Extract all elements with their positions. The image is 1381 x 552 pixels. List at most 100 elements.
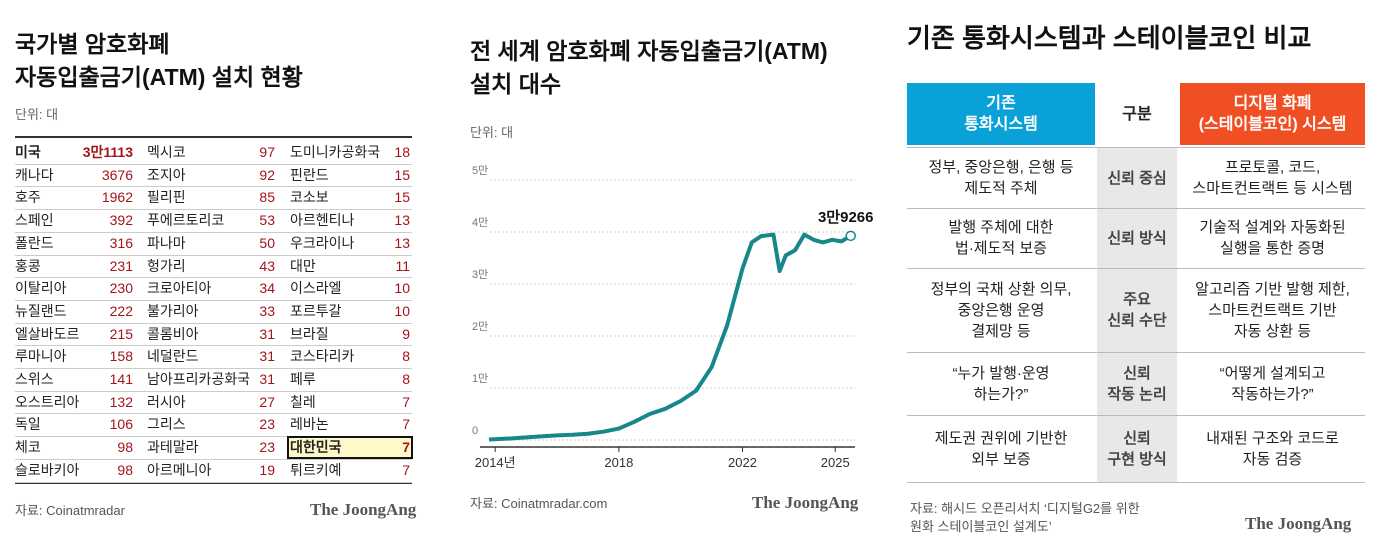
row-line bbox=[15, 231, 412, 233]
logo: The JoongAng bbox=[752, 493, 859, 512]
country: 폴란드 bbox=[15, 234, 54, 251]
y-tick-label: 3만 bbox=[472, 268, 488, 281]
y-tick-label: 4만 bbox=[472, 216, 488, 229]
country: 아르메니아 bbox=[147, 461, 212, 478]
country: 루마니아 bbox=[15, 348, 67, 365]
x-tick-label: 2022 bbox=[728, 455, 757, 470]
count: 316 bbox=[109, 234, 133, 251]
source: 자료: 해시드 오픈리서치 ‘디지털G2를 위한 원화 스테이블코인 설계도’ bbox=[910, 501, 1140, 534]
country: 파나마 bbox=[147, 234, 186, 251]
cell: “누가 발행·운영 하는가?” bbox=[952, 364, 1050, 403]
unit: 단위: 대 bbox=[15, 107, 59, 122]
row-label: 신뢰 작동 논리 bbox=[1107, 364, 1167, 403]
count: 50 bbox=[259, 234, 275, 251]
row-line bbox=[15, 481, 412, 483]
country: 헝가리 bbox=[147, 257, 186, 274]
header-cell: 디지털 화폐 (스테이블코인) 시스템 bbox=[1180, 83, 1365, 145]
count: 11 bbox=[395, 257, 410, 274]
row-line bbox=[15, 390, 412, 392]
country: 과테말라 bbox=[147, 439, 199, 456]
cell: 기술적 설계와 자동화된 실행을 통한 증명 bbox=[1199, 219, 1346, 257]
country: 이탈리아 bbox=[15, 280, 67, 297]
country: 그리스 bbox=[147, 416, 186, 433]
end-point bbox=[845, 230, 856, 242]
count: 230 bbox=[109, 280, 133, 297]
row-label: 주요 신뢰 수단 bbox=[1107, 291, 1167, 329]
row-line bbox=[15, 254, 412, 256]
source: 자료: Coinatmradar.com bbox=[470, 496, 608, 511]
country: 콜롬비아 bbox=[147, 325, 199, 342]
country: 뉴질랜드 bbox=[15, 302, 67, 319]
row-line bbox=[907, 415, 1365, 416]
country: 아르헨티나 bbox=[290, 212, 355, 229]
x-tick-label: 2014년 bbox=[475, 455, 516, 470]
country: 코소보 bbox=[290, 189, 329, 206]
row-line bbox=[15, 436, 412, 438]
country: 호주 bbox=[15, 189, 41, 206]
cell: 프로토콜, 코드, 스마트컨트랙트 등 시스템 bbox=[1192, 159, 1353, 197]
count: 31 bbox=[259, 371, 275, 387]
row-label: 신뢰 구현 방식 bbox=[1107, 429, 1167, 468]
unit: 단위: 대 bbox=[470, 125, 514, 140]
y-tick-label: 1만 bbox=[472, 372, 488, 385]
count: 7 bbox=[402, 393, 410, 410]
count: 141 bbox=[109, 371, 133, 387]
country: 대한민국 bbox=[290, 439, 342, 456]
chart-title: 전 세계 암호화폐 자동입출금기(ATM) 설치 대수 bbox=[470, 38, 828, 97]
country: 푸에르토리코 bbox=[147, 212, 225, 229]
country: 대만 bbox=[290, 257, 316, 274]
country: 칠레 bbox=[290, 393, 316, 410]
left-title: 국가별 암호화폐 자동입출금기(ATM) 설치 현황 bbox=[15, 31, 303, 90]
count: 31 bbox=[259, 348, 275, 365]
count: 222 bbox=[109, 302, 133, 319]
right-title: 기존 통화시스템과 스테이블코인 비교 bbox=[907, 23, 1312, 53]
row-line bbox=[907, 268, 1365, 269]
row-line bbox=[15, 345, 412, 347]
country: 미국 bbox=[15, 144, 41, 160]
count: 19 bbox=[259, 461, 275, 478]
header-cell: 구분 bbox=[1097, 83, 1177, 145]
count: 1962 bbox=[101, 189, 133, 206]
source: 자료: Coinatmradar bbox=[15, 503, 125, 518]
country: 멕시코 bbox=[147, 144, 186, 160]
cell: 정부, 중앙은행, 은행 등 제도적 주체 bbox=[928, 159, 1074, 197]
count: 3676 bbox=[101, 166, 133, 183]
row-line bbox=[907, 482, 1365, 483]
count: 92 bbox=[259, 166, 275, 183]
row-line bbox=[15, 413, 412, 415]
count: 106 bbox=[109, 416, 133, 433]
header-cell: 기존 통화시스템 bbox=[907, 83, 1095, 145]
y-tick-label: 5만 bbox=[472, 164, 488, 177]
line bbox=[488, 232, 852, 442]
count: 97 bbox=[259, 144, 275, 160]
count: 8 bbox=[402, 371, 410, 387]
count: 9 bbox=[402, 325, 410, 342]
count: 15 bbox=[394, 189, 410, 206]
row-label: 신뢰 방식 bbox=[1107, 229, 1167, 247]
count: 13 bbox=[394, 234, 410, 251]
rule bbox=[15, 136, 412, 138]
country: 이스라엘 bbox=[290, 280, 342, 297]
cell: 내재된 구조와 코드로 자동 검증 bbox=[1206, 429, 1339, 468]
country: 핀란드 bbox=[290, 166, 329, 183]
country: 오스트리아 bbox=[15, 393, 80, 410]
country: 조지아 bbox=[147, 166, 186, 183]
country: 필리핀 bbox=[147, 189, 186, 206]
count: 13 bbox=[394, 212, 410, 229]
count: 43 bbox=[259, 257, 275, 274]
count: 34 bbox=[259, 280, 275, 297]
count: 132 bbox=[109, 393, 133, 410]
row-line bbox=[907, 352, 1365, 353]
count: 392 bbox=[109, 212, 133, 229]
country: 브라질 bbox=[290, 325, 329, 342]
country: 독일 bbox=[15, 416, 41, 433]
value-label: 3만9266 bbox=[818, 209, 874, 226]
country: 엘살바도르 bbox=[15, 325, 80, 342]
count: 31 bbox=[259, 325, 275, 342]
country: 포르투갈 bbox=[290, 302, 342, 319]
y-tick-label: 0 bbox=[472, 425, 478, 437]
count: 27 bbox=[259, 393, 275, 410]
cell: 알고리즘 기반 발행 제한, 스마트컨트랙트 기반 자동 상환 등 bbox=[1195, 280, 1350, 340]
country: 불가리아 bbox=[147, 302, 199, 319]
